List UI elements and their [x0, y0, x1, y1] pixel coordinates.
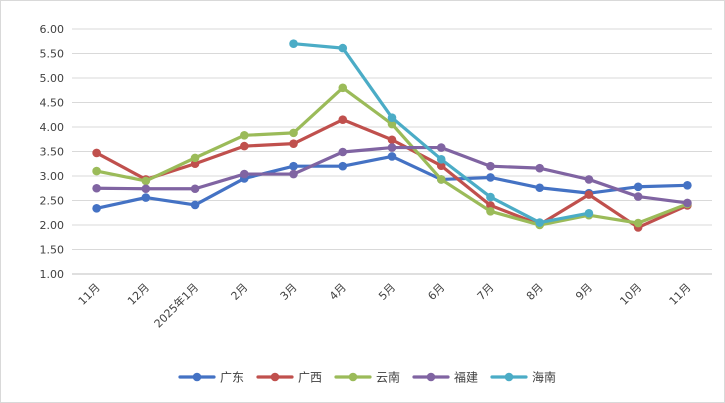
data-point	[289, 128, 298, 138]
data-point	[338, 161, 348, 171]
x-tick-label: 7月	[475, 281, 497, 303]
y-tick-label: 1.50	[40, 244, 65, 257]
data-point	[387, 143, 397, 152]
data-point	[289, 161, 298, 171]
series-line	[291, 42, 591, 225]
y-tick-label: 3.00	[40, 170, 65, 183]
legend-label: 广西	[298, 371, 322, 385]
data-point	[486, 161, 495, 171]
data-point	[535, 218, 544, 227]
y-tick-label: 5.50	[40, 48, 65, 61]
data-point	[190, 200, 200, 210]
data-point	[338, 43, 348, 53]
data-point	[338, 147, 348, 157]
x-tick-label: 3月	[278, 281, 300, 303]
data-point	[190, 153, 200, 163]
legend-label: 云南	[376, 370, 400, 385]
y-tick-label: 3.50	[40, 146, 65, 159]
data-point	[240, 131, 249, 140]
data-point	[338, 83, 348, 93]
x-tick-label: 2025年1月	[151, 280, 201, 330]
data-point	[240, 169, 249, 179]
data-point	[92, 183, 101, 193]
x-tick-label: 4月	[327, 281, 349, 303]
data-point	[387, 113, 397, 122]
data-point	[190, 159, 200, 169]
data-point	[92, 204, 101, 213]
y-tick-label: 2.50	[40, 195, 65, 208]
y-tick-label: 2.00	[40, 219, 65, 232]
legend-marker	[192, 372, 202, 382]
data-point	[486, 206, 495, 216]
data-point	[190, 184, 200, 194]
y-tick-label: 4.00	[40, 121, 65, 134]
legend-label: 海南	[532, 370, 556, 385]
data-point	[584, 190, 594, 199]
x-tick-label: 12月	[125, 281, 152, 308]
data-point	[289, 39, 298, 48]
data-point	[486, 192, 495, 202]
x-tick-label: 10月	[617, 281, 644, 308]
legend-marker	[426, 372, 436, 382]
legend-marker	[504, 372, 514, 382]
legend-marker	[348, 372, 358, 382]
data-point	[633, 218, 643, 228]
data-point	[387, 119, 397, 129]
data-point	[240, 141, 249, 151]
x-tick-label: 8月	[524, 281, 546, 303]
y-tick-label: 6.00	[40, 23, 65, 36]
data-point	[338, 115, 348, 124]
data-point	[633, 192, 643, 201]
y-tick-label: 1.00	[40, 268, 65, 281]
data-point	[92, 166, 101, 176]
data-point	[289, 139, 298, 148]
x-tick-label: 2月	[229, 281, 251, 303]
data-point	[486, 173, 495, 182]
data-point	[584, 208, 594, 218]
data-point	[584, 175, 594, 184]
data-point	[92, 148, 101, 158]
x-tick-label: 6月	[425, 281, 447, 303]
x-tick-label: 9月	[573, 281, 595, 303]
data-point	[436, 161, 446, 171]
data-point	[289, 169, 298, 179]
x-tick-label: 5月	[376, 281, 398, 303]
data-point	[141, 184, 151, 194]
data-point	[535, 183, 544, 193]
data-point	[436, 175, 446, 184]
y-tick-label: 4.50	[40, 97, 65, 110]
data-point	[486, 201, 495, 210]
x-tick-label: 11月	[76, 281, 103, 308]
data-point	[436, 143, 446, 152]
data-point	[683, 181, 692, 190]
x-tick-label: 11月	[667, 281, 694, 308]
legend-marker	[270, 372, 280, 382]
data-point	[535, 163, 544, 173]
y-tick-label: 5.00	[40, 72, 65, 85]
data-point	[683, 198, 692, 208]
data-point	[141, 193, 151, 202]
legend-label: 广东	[220, 371, 244, 385]
data-point	[387, 152, 397, 161]
data-point	[436, 155, 446, 164]
data-point	[387, 135, 397, 145]
data-point	[141, 176, 151, 186]
data-point	[633, 182, 643, 192]
legend-label: 福建	[454, 370, 478, 385]
